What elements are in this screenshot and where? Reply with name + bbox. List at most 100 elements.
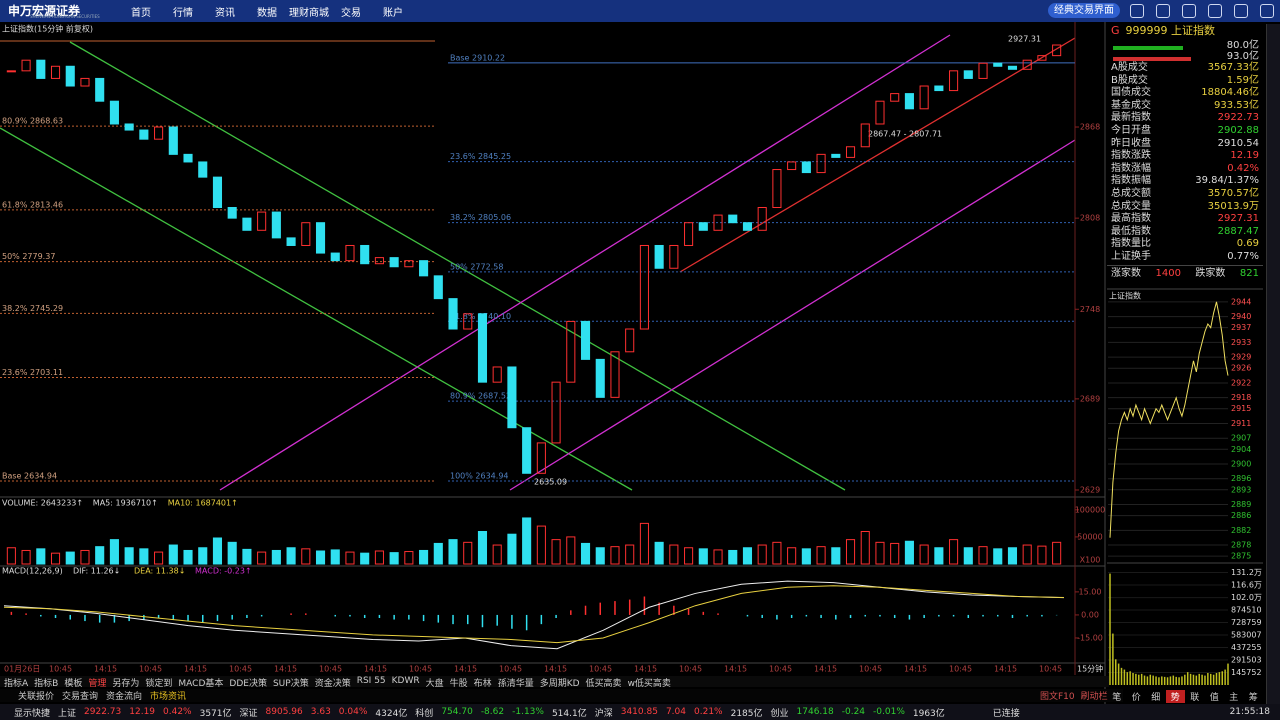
menu-item[interactable]: 交易 xyxy=(341,8,361,19)
quote-value: 2887.47 xyxy=(1217,225,1259,237)
volume-bar xyxy=(389,552,399,565)
indicator-tab[interactable]: 指标B xyxy=(34,679,59,689)
candle xyxy=(639,244,649,330)
bottom-tab[interactable]: 交易查询 xyxy=(62,692,99,702)
indicator-tab[interactable]: 管理 xyxy=(88,679,107,689)
buy-bar xyxy=(1113,46,1183,50)
indicator-tab[interactable]: DDE决策 xyxy=(229,679,267,689)
x-tick-label: 14:15 xyxy=(364,665,387,674)
mini-tab[interactable]: 细 xyxy=(1151,693,1161,703)
market-name: 深证 xyxy=(239,708,258,719)
indicator-tab[interactable]: SUP决策 xyxy=(272,679,309,689)
bottom-tab[interactable]: 刷动栏 xyxy=(1080,692,1108,702)
quote-label: 最新指数 xyxy=(1111,112,1151,124)
indicator-tab[interactable]: 资金决策 xyxy=(314,679,351,689)
indicator-tab[interactable]: 锁定到 xyxy=(145,679,173,689)
mini-vol-label: 437255 xyxy=(1231,643,1262,652)
icon[interactable] xyxy=(1156,4,1170,18)
classic-trade-button[interactable]: 经典交易界面 xyxy=(1048,3,1120,18)
market-price: 754.70 xyxy=(441,707,473,717)
candle xyxy=(257,211,267,231)
quote-row: 指数振幅 39.84/1.37% xyxy=(1107,175,1263,188)
volume-bar xyxy=(404,551,414,565)
indicator-tab[interactable]: 孫清华量 xyxy=(497,679,534,689)
mini-vol-label: 728759 xyxy=(1231,618,1262,627)
indicator-tab[interactable]: KDWR xyxy=(391,676,420,686)
mini-tab[interactable]: 价 xyxy=(1131,693,1141,703)
y-tick-label: 100000 xyxy=(1075,505,1106,514)
icon[interactable] xyxy=(1182,4,1196,18)
x-tick-label: 10:45 xyxy=(769,665,792,674)
volume-bar xyxy=(65,551,75,565)
menu-item[interactable]: 数据 xyxy=(257,8,277,19)
icon[interactable] xyxy=(1208,4,1222,18)
volume-bar xyxy=(787,547,797,565)
bottom-tab[interactable]: 资金流向 xyxy=(106,692,143,702)
indicator-tab[interactable]: w低买高卖 xyxy=(627,679,671,689)
y-tick-label: 2808 xyxy=(1080,214,1100,223)
volume-bar xyxy=(698,548,708,565)
quote-row: 指数涨跌 12.19 xyxy=(1107,150,1263,163)
quote-value: 0.42% xyxy=(1227,162,1259,174)
volume-bar xyxy=(227,541,237,565)
indicator-tab[interactable]: 另存为 xyxy=(112,679,140,689)
icon[interactable] xyxy=(1130,4,1144,18)
mini-tab[interactable]: 主 xyxy=(1229,693,1239,703)
candle xyxy=(919,85,929,110)
indicator-tab[interactable]: RSI 55 xyxy=(356,676,386,686)
market-amount: 514.1亿 xyxy=(551,708,587,719)
volume-bar xyxy=(492,544,502,565)
y-tick-label: 15.00 xyxy=(1079,587,1102,596)
mini-tab[interactable]: 笔 xyxy=(1112,693,1122,703)
mini-vol-label: 874510 xyxy=(1231,606,1262,615)
bottom-tab[interactable]: 市场资讯 xyxy=(150,692,187,702)
quote-name: 999999 上证指数 xyxy=(1125,24,1216,37)
mini-tabs: 笔价细势联值主筹 xyxy=(1107,690,1263,703)
indicator-tab[interactable]: 模板 xyxy=(64,679,83,689)
indicator-tab[interactable]: 大盘 xyxy=(425,679,444,689)
bottom-tabs-right: 图文F10 刷动栏 xyxy=(1040,689,1108,702)
menu-item[interactable]: 账户 xyxy=(383,8,403,19)
indicator-tab[interactable]: 指标A xyxy=(4,679,29,689)
indicator-tab[interactable]: MACD基本 xyxy=(178,679,224,689)
bottom-tab[interactable]: 图文F10 xyxy=(1040,692,1075,702)
shortcut[interactable]: 显示快捷 xyxy=(14,708,51,719)
mini-tab[interactable]: 势 xyxy=(1165,690,1185,703)
menu-item[interactable]: 资讯 xyxy=(215,8,235,19)
market-pct: 0.04% xyxy=(338,707,368,717)
quote-row: 昨日收盘 2910.54 xyxy=(1107,138,1263,151)
annotation: 2927.31 xyxy=(1008,35,1041,44)
icon[interactable] xyxy=(1260,4,1274,18)
bottom-tab[interactable]: 关联报价 xyxy=(18,692,55,702)
quote-label: 总成交量 xyxy=(1111,200,1151,212)
mini-y-label: 2915 xyxy=(1231,404,1251,413)
indicator-tab[interactable]: 牛股 xyxy=(449,679,468,689)
down-count: 821 xyxy=(1239,267,1259,279)
candle xyxy=(963,70,973,79)
mini-y-label: 2878 xyxy=(1231,541,1251,550)
indicator-tab[interactable]: 布林 xyxy=(473,679,492,689)
mini-y-label: 2929 xyxy=(1231,353,1251,362)
menu-item[interactable]: 理财商城 xyxy=(289,8,329,19)
candle xyxy=(301,222,311,246)
mini-tab[interactable]: 筹 xyxy=(1248,693,1258,703)
indicator-tab[interactable]: 多周期KD xyxy=(539,679,580,689)
indicator-tab[interactable]: 低买高卖 xyxy=(585,679,622,689)
connection: 已连接 xyxy=(992,708,1020,719)
y-tick-label: 50000 xyxy=(1077,532,1102,541)
up-count: 1400 xyxy=(1155,267,1181,279)
indicator-tabs: 指标A 指标B 模板 管理 另存为 锁定到 MACD基本 DDE决策 SUP决策 资金决策 RSI … xyxy=(0,676,1109,689)
quote-label: 今日开盘 xyxy=(1111,124,1151,136)
quote-row: 指数涨幅 0.42% xyxy=(1107,163,1263,176)
mini-tab[interactable]: 值 xyxy=(1209,693,1219,703)
volume-bar xyxy=(566,536,576,565)
mini-y-label: 2926 xyxy=(1231,364,1251,373)
mini-tab[interactable]: 联 xyxy=(1190,693,1200,703)
menu-item[interactable]: 行情 xyxy=(173,8,193,19)
icon[interactable] xyxy=(1234,4,1248,18)
x-tick-label: 10:45 xyxy=(409,665,432,674)
quote-label: 昨日收盘 xyxy=(1111,137,1151,149)
quote-row: 总成交量 35013.9万 xyxy=(1107,201,1263,214)
menu-item[interactable]: 首页 xyxy=(131,8,151,19)
y-tick-label: -15.00 xyxy=(1077,633,1103,642)
